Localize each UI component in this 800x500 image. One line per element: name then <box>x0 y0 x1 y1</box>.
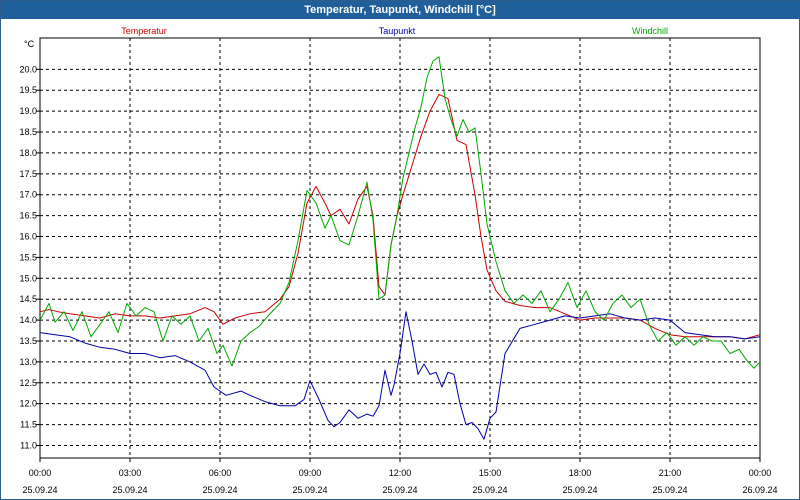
x-tick-date-label: 26.09.24 <box>742 485 777 495</box>
x-tick-time-label: 18:00 <box>569 468 592 478</box>
y-tick-label: 12.5 <box>19 378 37 388</box>
y-tick-label: 19.0 <box>19 106 37 116</box>
x-tick-date-label: 25.09.24 <box>292 485 327 495</box>
x-tick-time-label: 06:00 <box>209 468 232 478</box>
x-tick-date-label: 25.09.24 <box>652 485 687 495</box>
y-tick-label: 13.5 <box>19 336 37 346</box>
x-tick-time-label: 09:00 <box>299 468 322 478</box>
x-tick-time-label: 15:00 <box>479 468 502 478</box>
chart-title: Temperatur, Taupunkt, Windchill [°C] <box>304 4 496 16</box>
y-tick-label: 16.5 <box>19 211 37 221</box>
y-tick-label: 14.0 <box>19 315 37 325</box>
y-tick-label: 17.5 <box>19 169 37 179</box>
y-tick-label: 13.0 <box>19 357 37 367</box>
series-line-windchill <box>39 56 761 369</box>
series-lines <box>39 56 761 440</box>
y-axis-unit-label: °C <box>24 39 35 49</box>
y-tick-label: 15.5 <box>19 252 37 262</box>
y-tick-label: 12.0 <box>19 399 37 409</box>
y-tick-label: 19.5 <box>19 85 37 95</box>
x-tick-date-label: 25.09.24 <box>562 485 597 495</box>
y-axis-ticks: 11.0 11.5 12.0 12.5 13.0 13.5 14.0 14.5 15.0 15.5… <box>19 64 40 450</box>
y-tick-label: 11.0 <box>20 440 37 450</box>
y-tick-label: 11.5 <box>20 420 37 430</box>
y-tick-label: 16.0 <box>19 232 37 242</box>
legend-entry-temperatur: Temperatur <box>121 26 167 36</box>
x-tick-time-label: 00:00 <box>29 468 52 478</box>
legend-entry-taupunkt: Taupunkt <box>379 26 416 36</box>
x-tick-date-label: 25.09.24 <box>382 485 417 495</box>
x-tick-date-label: 25.09.24 <box>22 485 57 495</box>
y-tick-label: 15.0 <box>19 273 37 283</box>
x-tick-time-label: 21:00 <box>659 468 682 478</box>
y-tick-label: 20.0 <box>19 64 37 74</box>
x-tick-time-label: 12:00 <box>389 468 412 478</box>
series-line-taupunkt <box>39 311 761 440</box>
legend: Temperatur Taupunkt Windchill <box>121 26 668 36</box>
x-tick-date-label: 25.09.24 <box>112 485 147 495</box>
y-tick-label: 17.0 <box>19 190 37 200</box>
y-tick-label: 18.0 <box>19 148 37 158</box>
y-tick-label: 14.5 <box>19 294 37 304</box>
x-axis-ticks: 00:00 25.09.24 03:00 25.09.24 06:00 25.09.24 0… <box>22 458 778 495</box>
x-tick-time-label: 03:00 <box>119 468 142 478</box>
title-bar: Temperatur, Taupunkt, Windchill [°C] <box>1 1 799 19</box>
legend-entry-windchill: Windchill <box>632 26 668 36</box>
x-tick-date-label: 25.09.24 <box>472 485 507 495</box>
x-tick-date-label: 25.09.24 <box>202 485 237 495</box>
y-tick-label: 18.5 <box>19 127 37 137</box>
grid-lines <box>40 38 760 458</box>
x-tick-time-label: 00:00 <box>749 468 772 478</box>
